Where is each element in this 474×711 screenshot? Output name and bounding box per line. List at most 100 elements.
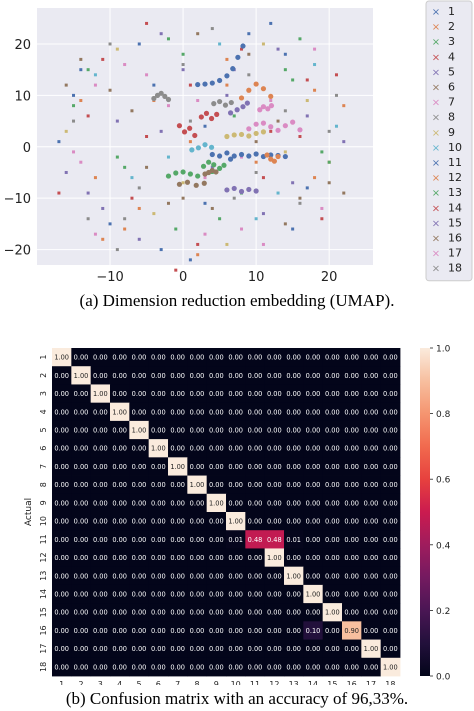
heatmap-cell — [303, 603, 324, 622]
heatmap-cell — [361, 348, 382, 367]
heatmap-cell — [129, 475, 150, 495]
scatter-point — [188, 83, 192, 87]
heatmap-cell — [168, 475, 188, 495]
scatter-point — [93, 83, 97, 87]
cell-label: 0.00 — [190, 627, 205, 635]
cell-label: 0.00 — [248, 481, 263, 489]
cluster-point — [253, 121, 259, 127]
cell-label: 0.00 — [190, 645, 205, 653]
cell-label: 0.00 — [364, 408, 379, 416]
cluster-point — [227, 156, 234, 162]
cell-label: 0.00 — [383, 354, 398, 362]
cluster-point — [217, 98, 223, 105]
heatmap-cell — [380, 475, 401, 495]
heatmap-cell — [284, 530, 304, 549]
heatmap-cell — [71, 566, 92, 586]
legend-marker-icon: × — [432, 203, 440, 214]
cell-label: 0.00 — [190, 427, 205, 435]
cell-label: 0.00 — [170, 518, 185, 526]
heatmap-cell — [361, 621, 382, 640]
cell-label: 0.00 — [325, 536, 340, 544]
cell-label: 0.00 — [344, 499, 359, 507]
legend-entry: × 18 — [432, 262, 462, 275]
x-tick-label: 14 — [308, 680, 318, 685]
heatmap-cell — [71, 457, 92, 476]
heatmap-cell — [148, 621, 169, 640]
cell-label: 0.00 — [54, 499, 69, 507]
colorbar-tick-label: 0.0 — [436, 673, 451, 683]
cluster-point — [195, 81, 201, 88]
y-tick-label: 13 — [39, 571, 48, 581]
heatmap-cell — [226, 603, 246, 622]
scatter-point — [145, 135, 149, 138]
heatmap-cell — [129, 493, 150, 513]
heatmap-cell — [168, 420, 188, 440]
colorbar-tick-label: 0.6 — [436, 476, 451, 486]
cell-label: 0.00 — [306, 572, 321, 580]
scatter-point — [72, 93, 76, 97]
cell-label: 0.00 — [228, 354, 243, 362]
heatmap-cell — [322, 548, 343, 568]
heatmap-cell — [148, 657, 169, 677]
heatmap-cell — [226, 439, 246, 458]
cell-label: 0.00 — [286, 554, 301, 562]
cluster-point — [268, 152, 274, 158]
y-tick-label: 7 — [39, 464, 48, 469]
scatter-point — [334, 93, 338, 97]
scatter-point — [327, 181, 331, 185]
heatmap-cell — [168, 366, 188, 385]
scatter-point — [145, 21, 149, 25]
cell-label: 1.00 — [54, 354, 69, 362]
cell-label: 0.00 — [74, 627, 89, 635]
heatmap-cell — [71, 348, 92, 367]
heatmap-cell — [322, 530, 343, 549]
cell-label: 0.00 — [267, 408, 282, 416]
heatmap-cell — [90, 584, 111, 604]
cell-label: 0.00 — [344, 572, 359, 580]
cell-label: 0.00 — [74, 591, 89, 599]
scatter-point — [123, 165, 127, 169]
y-tick-label: −20 — [4, 244, 31, 259]
cell-label: 0.00 — [93, 408, 108, 416]
cluster-point — [234, 107, 240, 113]
legend-label: 14 — [448, 201, 462, 214]
scatter-point — [137, 237, 141, 241]
heatmap-cell — [322, 657, 343, 677]
cluster-point — [211, 162, 217, 168]
heatmap-cell — [110, 475, 130, 495]
cell-label: 0.00 — [383, 554, 398, 562]
heatmap-cell — [245, 530, 266, 549]
heatmap-cell — [342, 457, 362, 476]
heatmap-cell — [322, 366, 343, 385]
scatter-point — [313, 63, 317, 67]
cell-label: 0.00 — [93, 372, 108, 380]
legend-entry: × 17 — [432, 247, 462, 260]
cell-label: 0.00 — [228, 627, 243, 635]
cell-label: 0.00 — [170, 645, 185, 653]
cell-label: 0.00 — [132, 572, 147, 580]
cluster-point — [184, 179, 191, 185]
heatmap-cell — [110, 493, 130, 513]
cell-label: 0.00 — [344, 427, 359, 435]
heatmap-cell — [71, 439, 92, 458]
heatmap-cell — [206, 639, 227, 659]
cell-label: 0.00 — [74, 354, 89, 362]
cluster-point — [253, 188, 259, 194]
cluster-point — [253, 130, 259, 137]
legend-label: 9 — [448, 126, 455, 139]
heatmap-cell — [187, 512, 208, 531]
legend-marker-icon: × — [432, 128, 440, 139]
cluster-point — [162, 93, 168, 100]
heatmap-cell — [206, 621, 227, 640]
cell-label: 0.00 — [325, 572, 340, 580]
heatmap-cell — [129, 457, 150, 476]
heatmap-cell — [71, 402, 92, 422]
scatter-point — [152, 83, 156, 87]
cluster-point — [246, 153, 252, 159]
heatmap-cell — [342, 475, 362, 495]
cell-label: 0.00 — [54, 591, 69, 599]
scatter-point — [86, 217, 90, 221]
cell-label: 0.00 — [209, 354, 224, 362]
heatmap-cell — [71, 420, 92, 440]
legend-entry: × 12 — [432, 171, 462, 184]
